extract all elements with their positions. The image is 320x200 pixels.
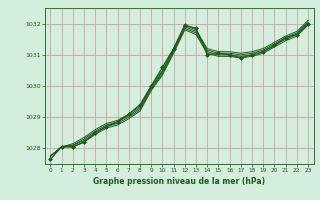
X-axis label: Graphe pression niveau de la mer (hPa): Graphe pression niveau de la mer (hPa) [93,177,265,186]
